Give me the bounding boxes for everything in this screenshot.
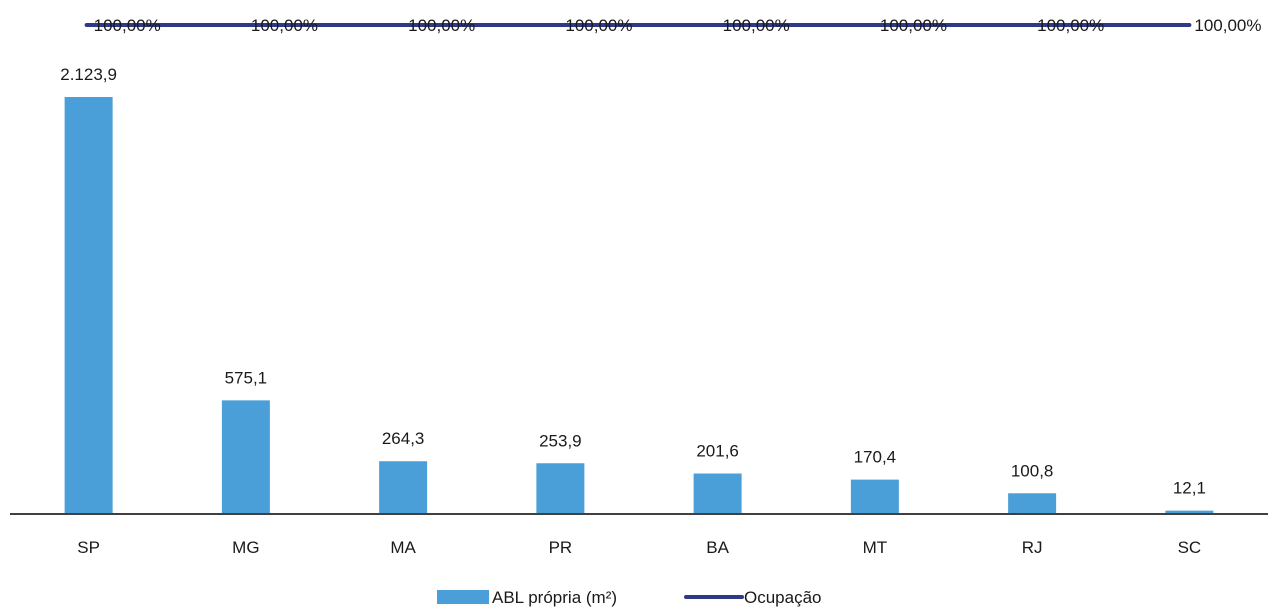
x-tick-label-mg: MG	[232, 538, 259, 557]
line-value-label-rj: 100,00%	[1037, 16, 1104, 35]
line-value-label-ma: 100,00%	[408, 16, 475, 35]
bar-value-label-ba: 201,6	[696, 442, 739, 461]
legend: ABL própria (m²) Ocupação	[437, 588, 822, 607]
bar-pr	[536, 463, 585, 513]
line-value-label-sp: 100,00%	[94, 16, 161, 35]
bar-sc	[1165, 510, 1214, 513]
x-tick-label-sc: SC	[1178, 538, 1202, 557]
bar-value-label-rj: 100,8	[1011, 461, 1054, 480]
x-tick-label-ba: BA	[706, 538, 729, 557]
line-value-label-sc: 100,00%	[1194, 16, 1261, 35]
x-tick-label-mt: MT	[863, 538, 888, 557]
legend-line-label: Ocupação	[744, 588, 822, 607]
x-tick-label-ma: MA	[390, 538, 416, 557]
bar-value-label-sc: 12,1	[1173, 479, 1206, 498]
x-tick-labels: SP MG MA PR BA MT RJ SC	[77, 538, 1201, 557]
bar-mt	[850, 479, 899, 513]
bar-value-label-mt: 170,4	[854, 448, 897, 467]
x-tick-label-rj: RJ	[1022, 538, 1043, 557]
bar-value-label-mg: 575,1	[225, 368, 268, 387]
bar-rj	[1008, 493, 1057, 513]
x-tick-label-sp: SP	[77, 538, 100, 557]
bar-series	[64, 97, 1214, 513]
bar-value-label-pr: 253,9	[539, 431, 582, 450]
line-value-label-mt: 100,00%	[880, 16, 947, 35]
bar-ma	[379, 461, 428, 513]
legend-bar-swatch	[437, 590, 489, 604]
line-value-label-mg: 100,00%	[251, 16, 318, 35]
line-data-labels: 100,00% 100,00% 100,00% 100,00% 100,00% 100,0…	[94, 16, 1262, 35]
bar-value-label-ma: 264,3	[382, 429, 425, 448]
bar-ba	[693, 473, 742, 513]
bar-sp	[64, 97, 113, 513]
line-value-label-ba: 100,00%	[723, 16, 790, 35]
bar-value-label-sp: 2.123,9	[60, 65, 117, 84]
legend-bar-label: ABL própria (m²)	[492, 588, 617, 607]
x-tick-label-pr: PR	[549, 538, 573, 557]
bar-mg	[221, 400, 270, 513]
line-value-label-pr: 100,00%	[565, 16, 632, 35]
bar-data-labels: 2.123,9 575,1 264,3 253,9 201,6 170,4 100,8 12,…	[60, 65, 1206, 498]
